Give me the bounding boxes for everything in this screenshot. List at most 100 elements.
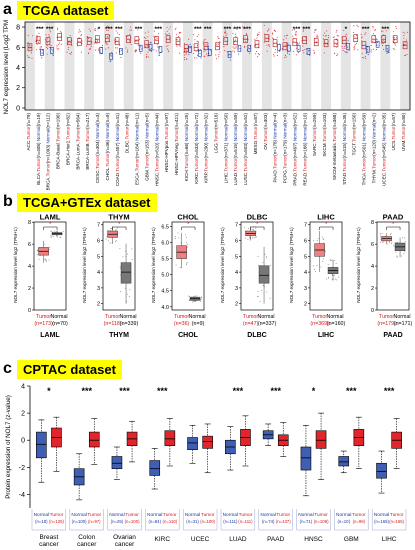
- panel-a-point: [183, 42, 186, 44]
- panel-b-point: [393, 244, 395, 246]
- panel-a-point: [51, 48, 53, 50]
- panel-a-point: [204, 38, 206, 40]
- panel-a-point: [382, 39, 384, 42]
- panel-a-point: [134, 40, 137, 42]
- panel-a-xlabel: THYM.Tumor(n=120) Normal(n=2): [371, 113, 376, 184]
- panel-a-chart: 0 2 4 6 8 NOL7 expression level (Log2 TPM) ACC…: [3, 20, 411, 190]
- panel-a-point: [37, 36, 39, 39]
- panel-b-tumor-label: Tumor: [312, 314, 327, 320]
- panel-a-point: [30, 52, 33, 54]
- panel-a-xlabel: BRCA-LumB.Tumor(n=217): [85, 113, 90, 170]
- panel-a-xlabel: BRCA-Basal.Tumor(n=190): [56, 113, 61, 170]
- panel-b-point: [200, 296, 202, 298]
- panel-a-point: [129, 40, 131, 42]
- panel-b-ytick-label: 7: [235, 223, 238, 229]
- panel-a-point: [242, 27, 244, 29]
- panel-a-point: [284, 54, 287, 56]
- panel-b-chart: LAML 0 2 4 6 8 NOL7 expression level log2 (TPM…: [13, 214, 412, 339]
- panel-a-point: [343, 29, 345, 31]
- panel-b-point: [262, 284, 264, 286]
- panel-c-tumor-n: (n=165): [389, 519, 404, 524]
- panel-b-point: [247, 238, 249, 240]
- panel-b-point: [36, 250, 38, 252]
- panel-a-point: [107, 43, 109, 45]
- panel-a-normal-box: [198, 50, 202, 57]
- panel-a-point: [130, 29, 132, 31]
- panel-a-point: [302, 49, 304, 51]
- panel-a-point: [394, 48, 396, 50]
- panel-c-normal-label: Normal: [34, 512, 49, 518]
- panel-a-point: [107, 26, 109, 28]
- panel-a-point: [68, 42, 70, 44]
- panel-a-point: [245, 40, 247, 42]
- panel-a-point: [249, 48, 251, 50]
- panel-a-point: [40, 46, 43, 48]
- panel-a-point: [197, 42, 199, 44]
- panel-b-point: [175, 264, 177, 266]
- panel-b-point: [391, 243, 393, 245]
- panel-a-point: [147, 56, 149, 58]
- panel-b-point: [119, 248, 121, 250]
- panel-b-ytick-label: 6: [235, 239, 238, 245]
- panel-b-point: [390, 233, 392, 235]
- panel-a-xlabel: BLCA.Tumor(n=408) Normal(n=19): [36, 113, 41, 185]
- panel-b-point: [115, 239, 117, 241]
- panel-a-point: [346, 51, 348, 53]
- panel-a-point: [57, 43, 59, 45]
- panel-a-point: [385, 30, 387, 32]
- panel-a-point: [205, 44, 207, 46]
- panel-a-band: [182, 22, 193, 110]
- panel-a-point: [70, 53, 72, 55]
- panel-a-point: [183, 51, 185, 54]
- panel-a-normal-box: [109, 53, 113, 60]
- panel-a-point: [147, 45, 149, 47]
- panel-a-point: [346, 33, 348, 35]
- panel-a-point: [313, 50, 315, 52]
- panel-c-normal-label: Normal: [185, 512, 200, 518]
- panel-c-tumor-label: Tumor: [276, 512, 290, 518]
- panel-b-point: [334, 260, 336, 262]
- panel-a-point: [325, 34, 327, 36]
- panel-b-point: [186, 243, 188, 245]
- panel-a-point: [370, 49, 372, 51]
- panel-b-point: [253, 229, 255, 231]
- panel-c-category-label: LIHC: [382, 536, 397, 543]
- panel-b-point: [395, 255, 397, 257]
- panel-a-point: [110, 55, 112, 57]
- panel-a-xlabel: KIRC.Tumor(n=533) Normal(n=72): [194, 113, 199, 184]
- panel-a-point: [357, 26, 359, 28]
- panel-b-tumor-label: Tumor: [243, 314, 258, 320]
- panel-c-group-frame: [31, 509, 67, 531]
- panel-c-tumor-label: Tumor: [163, 512, 177, 518]
- panel-a-point: [249, 52, 251, 54]
- panel-a-point: [223, 46, 225, 48]
- panel-a-point: [235, 46, 237, 48]
- panel-a-point: [29, 56, 31, 58]
- panel-a-point: [268, 45, 270, 47]
- panel-a-point: [120, 56, 122, 58]
- panel-b-normal-n: (n=339): [120, 321, 139, 327]
- panel-a-point: [168, 28, 170, 30]
- panel-a-point: [288, 53, 290, 55]
- panel-a-point: [286, 34, 288, 36]
- panel-a-point: [158, 54, 160, 56]
- panel-a-point: [228, 53, 230, 56]
- panel-b-point: [266, 256, 268, 258]
- panel-a-point: [232, 32, 234, 35]
- panel-a-point: [88, 52, 90, 54]
- panel-c-normal-n: (n=10): [337, 519, 350, 524]
- panel-a-point: [46, 53, 48, 55]
- panel-a-band: [25, 22, 35, 110]
- panel-b-sig-bracket: [386, 226, 401, 230]
- panel-a-band: [143, 22, 154, 110]
- panel-a-point: [394, 44, 396, 46]
- panel-a-point: [49, 29, 51, 31]
- panel-a-significance: *: [345, 26, 348, 33]
- panel-b-point: [177, 232, 179, 234]
- panel-a-point: [224, 32, 226, 34]
- panel-a-point: [125, 47, 127, 49]
- panel-a-point: [96, 41, 98, 43]
- panel-c-significance: *: [312, 386, 316, 396]
- panel-b-point: [379, 232, 381, 234]
- panel-a-point: [243, 46, 246, 48]
